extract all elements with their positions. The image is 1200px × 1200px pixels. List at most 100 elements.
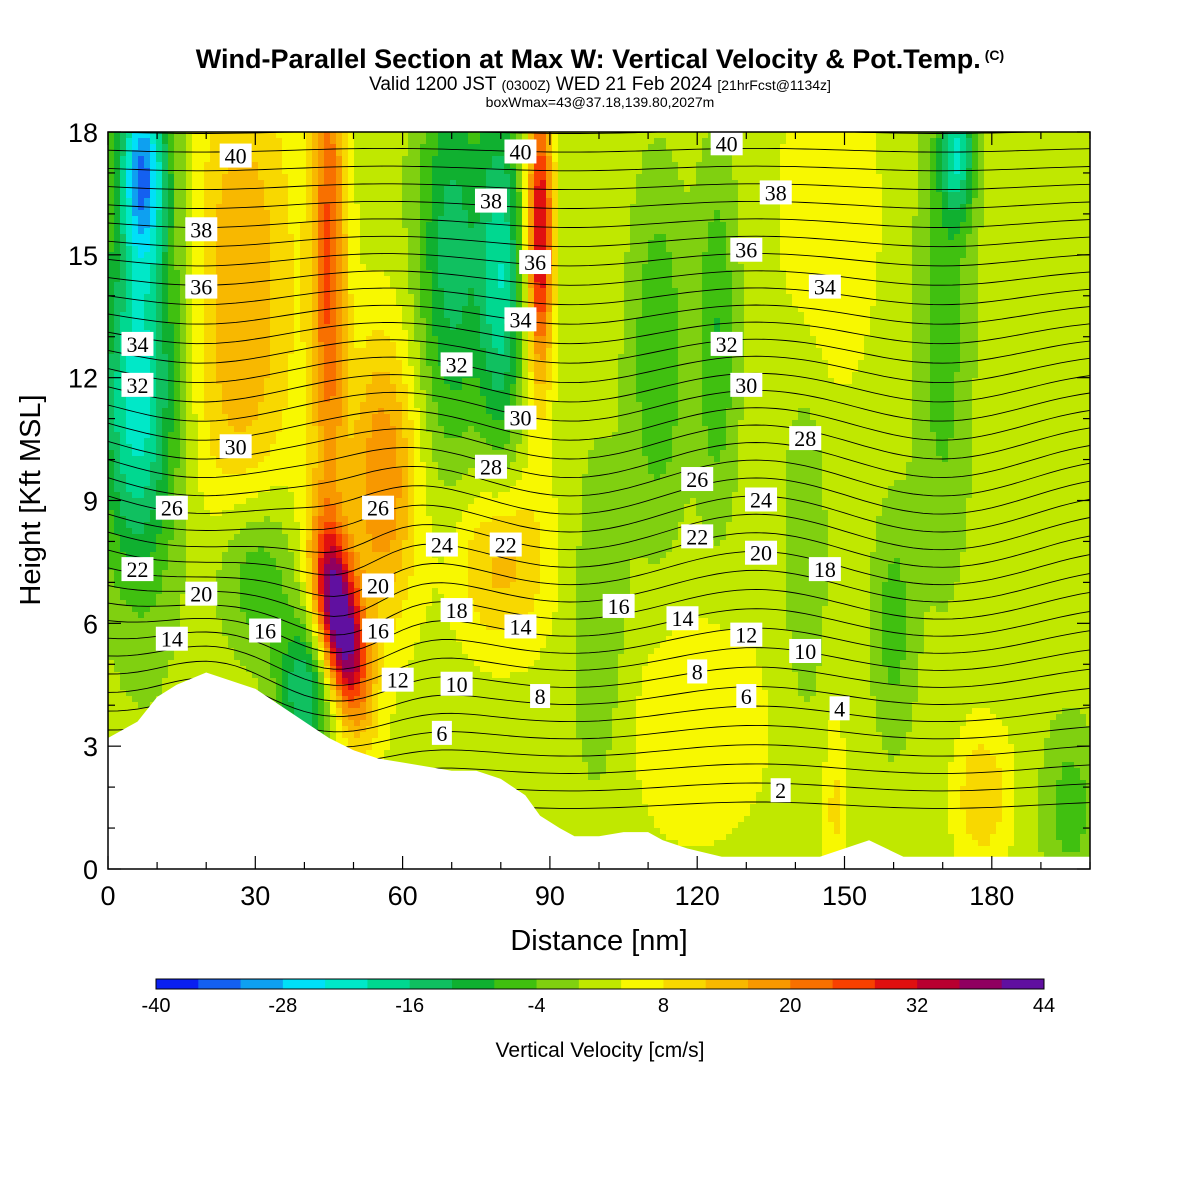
velocity-cell [438,240,445,247]
velocity-cell [786,264,793,271]
velocity-cell [300,294,307,301]
velocity-cell [186,180,193,187]
velocity-cell [312,216,319,223]
velocity-cell [726,222,733,229]
velocity-cell [444,138,451,145]
velocity-cell [396,294,403,301]
velocity-cell [1086,246,1090,253]
velocity-cell [300,180,307,187]
velocity-cell [570,258,577,265]
velocity-cell [492,180,499,187]
velocity-cell [960,192,967,199]
velocity-cell [966,150,973,157]
velocity-cell [960,144,967,151]
velocity-cell [240,240,247,247]
velocity-cell [582,162,589,169]
velocity-cell [702,198,709,205]
velocity-cell [1014,210,1021,217]
velocity-cell [210,270,217,277]
velocity-cell [804,234,811,241]
velocity-cell [804,222,811,229]
velocity-cell [558,240,565,247]
velocity-cell [654,294,661,301]
velocity-cell [636,138,643,145]
velocity-cell [366,138,373,145]
velocity-cell [138,258,145,265]
velocity-cell [198,132,205,139]
velocity-cell [924,222,931,229]
velocity-cell [666,162,673,169]
velocity-cell [624,228,631,235]
velocity-cell [786,300,793,307]
velocity-cell [816,180,823,187]
velocity-cell [1086,150,1090,157]
velocity-cell [558,216,565,223]
velocity-cell [222,222,229,229]
velocity-cell [576,252,583,259]
velocity-cell [612,294,619,301]
velocity-cell [744,138,751,145]
velocity-cell [324,174,331,181]
velocity-cell [1068,162,1075,169]
velocity-cell [336,306,343,313]
velocity-cell [690,144,697,151]
velocity-cell [258,216,265,223]
velocity-cell [462,312,469,319]
velocity-cell [756,192,763,199]
velocity-cell [186,246,193,253]
velocity-cell [342,306,349,313]
velocity-cell [540,174,547,181]
velocity-cell [954,300,961,307]
velocity-cell [612,180,619,187]
velocity-cell [906,132,913,139]
velocity-cell [606,174,613,181]
velocity-cell [696,138,703,145]
velocity-cell [366,306,373,313]
velocity-cell [1020,168,1027,175]
velocity-cell [522,282,529,289]
velocity-cell [972,288,979,295]
velocity-cell [354,282,361,289]
velocity-cell [612,282,619,289]
velocity-cell [480,240,487,247]
velocity-cell [840,222,847,229]
velocity-cell [432,174,439,181]
velocity-cell [162,156,169,163]
velocity-cell [564,270,571,277]
velocity-cell [882,216,889,223]
velocity-cell [570,198,577,205]
velocity-cell [552,252,559,259]
velocity-cell [786,174,793,181]
velocity-cell [426,204,433,211]
velocity-cell [318,156,325,163]
velocity-cell [582,198,589,205]
velocity-cell [270,168,277,175]
velocity-cell [120,168,127,175]
velocity-cell [546,204,553,211]
velocity-cell [162,264,169,271]
velocity-cell [732,234,739,241]
velocity-cell [1044,204,1051,211]
velocity-cell [378,252,385,259]
velocity-cell [444,288,451,295]
velocity-cell [360,132,367,139]
velocity-cell [960,294,967,301]
velocity-cell [594,240,601,247]
velocity-cell [252,168,259,175]
velocity-cell [600,210,607,217]
velocity-cell [858,270,865,277]
velocity-cell [1026,294,1033,301]
velocity-cell [576,132,583,139]
velocity-cell [534,210,541,217]
velocity-cell [258,192,265,199]
velocity-cell [462,150,469,157]
velocity-cell [612,216,619,223]
velocity-cell [744,270,751,277]
velocity-cell [732,288,739,295]
velocity-cell [366,222,373,229]
velocity-cell [822,264,829,271]
velocity-cell [1056,264,1063,271]
velocity-cell [642,156,649,163]
velocity-cell [444,150,451,157]
velocity-cell [348,144,355,151]
